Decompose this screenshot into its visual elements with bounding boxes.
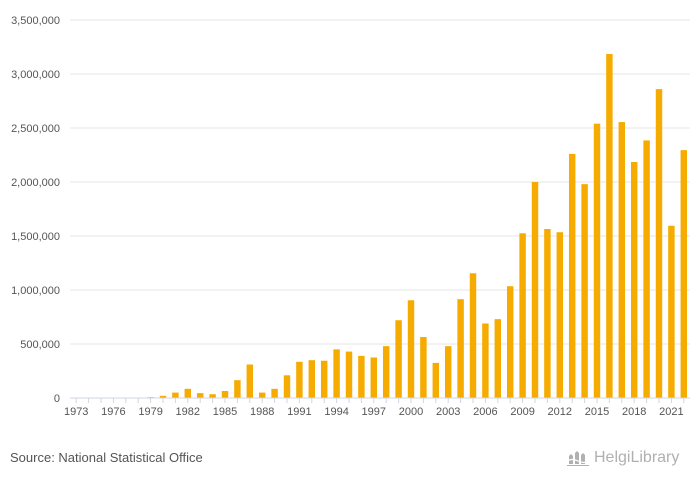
bar	[680, 150, 688, 398]
bar	[531, 182, 539, 398]
x-tick-label: 2000	[399, 406, 423, 418]
bar	[606, 54, 613, 399]
x-tick-label: 2021	[659, 406, 683, 418]
bar	[432, 362, 440, 398]
source-note: Source: National Statistical Office	[10, 450, 203, 465]
x-tick-label: 2003	[436, 406, 460, 418]
bar	[246, 364, 254, 398]
bar	[407, 300, 415, 398]
bar	[234, 380, 241, 398]
x-tick-label: 1997	[362, 406, 386, 418]
bar	[382, 346, 390, 398]
bar	[494, 319, 502, 398]
bar	[370, 357, 378, 398]
y-tick-label: 3,500,000	[11, 15, 60, 27]
y-tick-label: 1,000,000	[11, 285, 60, 297]
x-tick-label: 1973	[64, 406, 88, 418]
x-tick-label: 1982	[176, 406, 200, 418]
bar	[358, 355, 365, 398]
bar	[308, 360, 316, 398]
bar	[482, 323, 489, 398]
bar	[544, 228, 551, 398]
bar	[593, 123, 601, 399]
bar	[506, 286, 514, 398]
bar	[258, 392, 266, 398]
brand-logo: HelgiLibrary	[566, 449, 679, 467]
bar	[184, 388, 192, 398]
y-tick-label: 0	[54, 393, 60, 405]
grid-lines	[70, 19, 690, 345]
bar	[283, 375, 291, 398]
x-tick-label: 1994	[324, 406, 348, 418]
x-tick-label: 2015	[585, 406, 609, 418]
x-tick-label: 1979	[138, 406, 162, 418]
y-tick-label: 500,000	[20, 339, 60, 351]
bar	[581, 184, 588, 398]
x-tick-label: 2018	[622, 406, 646, 418]
x-tick-label: 2012	[548, 406, 572, 418]
x-tick-label: 1991	[287, 406, 311, 418]
bar	[420, 336, 427, 398]
bar	[568, 153, 576, 398]
bar	[296, 361, 303, 398]
x-tick-label: 2006	[473, 406, 497, 418]
x-tick-label: 1985	[213, 406, 237, 418]
helgi-library-logo-icon	[566, 449, 590, 467]
bars	[147, 54, 688, 399]
bar	[172, 392, 179, 398]
bar	[618, 122, 626, 398]
bar	[196, 393, 204, 398]
bar	[209, 394, 216, 398]
bar	[333, 349, 340, 398]
x-tick-label: 1976	[101, 406, 125, 418]
bar	[271, 388, 278, 398]
y-axis-tick-labels: 0 500,000 1,000,000 1,500,000 2,000,000 2,500…	[11, 15, 60, 405]
bar	[630, 162, 638, 398]
x-tick-label: 1988	[250, 406, 274, 418]
bar	[556, 232, 564, 398]
bar	[655, 89, 663, 399]
bar	[395, 320, 402, 398]
x-tick-label: 2009	[510, 406, 534, 418]
y-tick-label: 3,000,000	[11, 69, 60, 81]
y-tick-label: 2,500,000	[11, 123, 60, 135]
y-tick-label: 2,000,000	[11, 177, 60, 189]
bar	[469, 273, 477, 398]
bar	[159, 395, 167, 398]
bar	[643, 140, 650, 399]
bar	[221, 390, 229, 398]
brand-name: HelgiLibrary	[594, 449, 680, 466]
bar	[345, 351, 353, 398]
bar	[457, 299, 464, 398]
y-tick-label: 1,500,000	[11, 231, 60, 243]
bar	[668, 225, 675, 398]
x-axis-tick-labels: 1973 1976 1979 1982 1985 1988 1991 1994 1997 2000…	[64, 398, 685, 418]
bar-chart: 0 500,000 1,000,000 1,500,000 2,000,000 2,500…	[11, 15, 690, 418]
bar	[519, 233, 526, 398]
bar	[444, 346, 452, 398]
bar	[320, 360, 328, 398]
